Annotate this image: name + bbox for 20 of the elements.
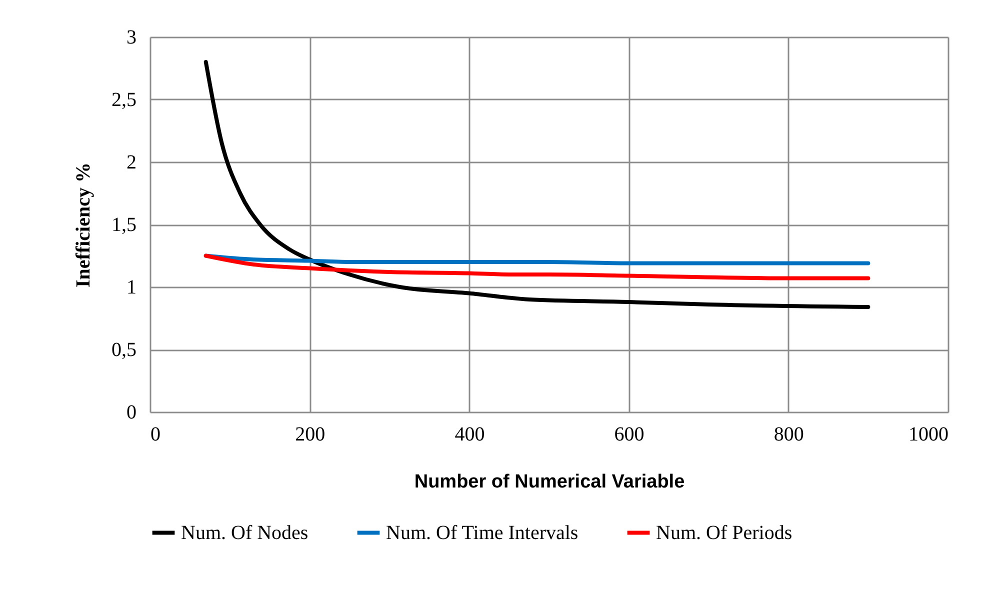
line-series	[204, 254, 870, 280]
y-tick-label: 0	[126, 402, 136, 424]
x-tick-label: 1000	[908, 424, 948, 446]
y-tick-label: 1,5	[112, 214, 136, 236]
line-series	[204, 60, 870, 309]
legend-label: Num. Of Nodes	[181, 522, 308, 544]
x-tick-label: 800	[774, 424, 804, 446]
y-tick-label: 1	[126, 276, 136, 298]
legend-label: Num. Of Periods	[656, 522, 792, 544]
y-axis-title: Inefficiency %	[72, 162, 94, 288]
y-tick-label: 2	[126, 152, 136, 174]
x-axis-title: Number of Numerical Variable	[414, 472, 685, 492]
y-tick-label: 0,5	[112, 339, 136, 361]
x-tick-label: 600	[614, 424, 644, 446]
y-tick-label: 2,5	[112, 89, 136, 111]
x-tick-label: 400	[454, 424, 485, 446]
x-tick-label: 200	[295, 424, 326, 446]
legend-label: Num. Of Time Intervals	[386, 522, 578, 544]
x-tick-label: 0	[150, 424, 160, 446]
y-tick-label: 3	[126, 26, 136, 48]
